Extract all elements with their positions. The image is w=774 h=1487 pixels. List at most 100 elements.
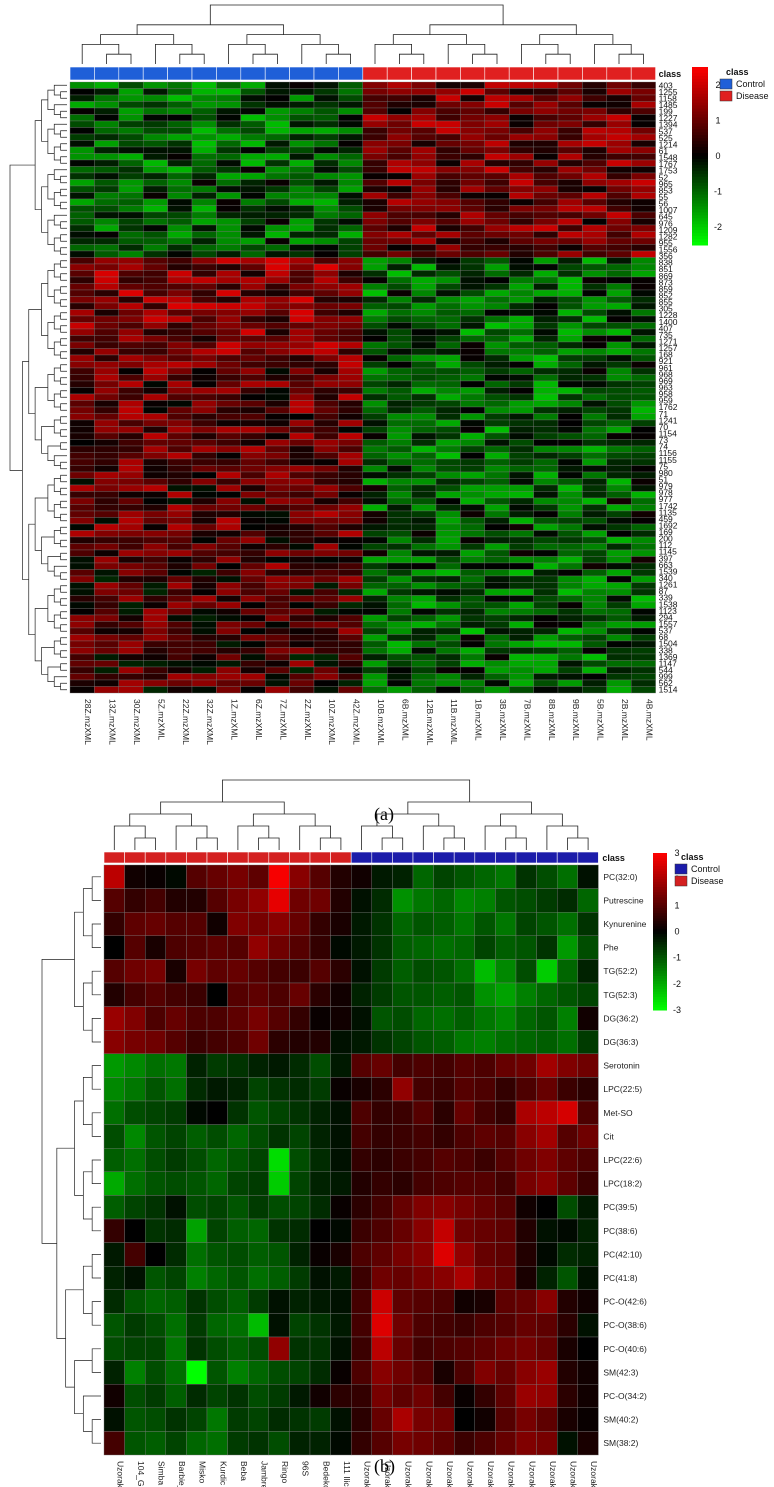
heatmap-cell bbox=[362, 263, 388, 271]
dendrogram-branch bbox=[47, 89, 55, 110]
heatmap-cell bbox=[143, 653, 168, 661]
heatmap-cell bbox=[94, 166, 119, 174]
heatmap-cell bbox=[191, 478, 217, 486]
heatmap-cell bbox=[313, 296, 339, 304]
heatmap-cell bbox=[216, 205, 241, 213]
heatmap-cell bbox=[191, 445, 217, 453]
heatmap-cell bbox=[265, 81, 290, 89]
heatmap-cell bbox=[69, 458, 95, 466]
heatmap-cell bbox=[240, 536, 266, 544]
heatmap-cell bbox=[167, 556, 193, 564]
heatmap-cell bbox=[606, 94, 632, 102]
heatmap-cell bbox=[240, 634, 266, 642]
heatmap-cell bbox=[533, 575, 559, 583]
row-label: 977 bbox=[659, 494, 673, 504]
heatmap-cell bbox=[265, 393, 290, 401]
colorbar-segment bbox=[653, 860, 667, 864]
heatmap-cell bbox=[362, 309, 388, 317]
heatmap-cell bbox=[509, 361, 534, 369]
heatmap-cell bbox=[387, 569, 412, 577]
heatmap-cell bbox=[167, 341, 193, 349]
heatmap-cell bbox=[265, 374, 290, 382]
heatmap-cell bbox=[191, 575, 217, 583]
heatmap-cell bbox=[167, 458, 193, 466]
heatmap-cell bbox=[515, 1006, 537, 1031]
heatmap-cell bbox=[509, 530, 534, 538]
heatmap-cell bbox=[268, 982, 290, 1007]
heatmap-cell bbox=[362, 237, 388, 245]
heatmap-cell bbox=[533, 231, 559, 239]
heatmap-cell bbox=[240, 159, 266, 167]
row-label: 1400 bbox=[659, 317, 678, 327]
heatmap-cell bbox=[606, 588, 632, 596]
heatmap-cell bbox=[557, 367, 583, 375]
heatmap-cell bbox=[206, 1383, 228, 1408]
heatmap-cell bbox=[392, 1171, 414, 1196]
heatmap-cell bbox=[460, 582, 485, 590]
heatmap-cell bbox=[191, 322, 217, 330]
heatmap-cell bbox=[338, 211, 363, 219]
heatmap-cell bbox=[216, 166, 241, 174]
heatmap-cell bbox=[362, 387, 388, 395]
class-bar-cell bbox=[411, 66, 437, 81]
heatmap-cell bbox=[435, 679, 461, 687]
heatmap-cell bbox=[289, 101, 315, 109]
heatmap-cell bbox=[536, 1124, 558, 1149]
heatmap-cell bbox=[582, 413, 607, 421]
heatmap-cell bbox=[509, 283, 534, 291]
heatmap-cell bbox=[509, 374, 534, 382]
heatmap-cell bbox=[411, 153, 437, 161]
heatmap-cell bbox=[533, 159, 559, 167]
heatmap-cell bbox=[338, 114, 363, 122]
heatmap-cell bbox=[557, 400, 583, 408]
heatmap-cell bbox=[557, 302, 583, 310]
heatmap-cell bbox=[118, 276, 144, 284]
heatmap-cell bbox=[265, 283, 290, 291]
heatmap-cell bbox=[411, 393, 437, 401]
heatmap-cell bbox=[606, 634, 632, 642]
heatmap-cell bbox=[557, 276, 583, 284]
colorbar-segment bbox=[653, 986, 667, 990]
heatmap-cell bbox=[631, 666, 656, 674]
heatmap-cell bbox=[103, 1029, 125, 1054]
heatmap-cell bbox=[165, 864, 187, 889]
heatmap-cell bbox=[435, 335, 461, 343]
colorbar-segment bbox=[692, 144, 708, 148]
heatmap-cell bbox=[216, 439, 241, 447]
heatmap-cell bbox=[240, 328, 266, 336]
dendrogram-branch bbox=[41, 647, 55, 675]
dendrogram-branch bbox=[91, 923, 101, 948]
heatmap-cell bbox=[435, 406, 461, 414]
heatmap-cell bbox=[143, 328, 168, 336]
heatmap-cell bbox=[460, 419, 485, 427]
heatmap-cell bbox=[495, 1147, 517, 1172]
heatmap-cell bbox=[392, 935, 414, 960]
dendrogram-branch bbox=[53, 237, 61, 252]
heatmap-cell bbox=[412, 1360, 434, 1385]
dendrogram-branch bbox=[113, 825, 146, 850]
heatmap-cell bbox=[557, 660, 583, 668]
heatmap-cell bbox=[240, 133, 266, 141]
colorbar-segment bbox=[653, 944, 667, 948]
heatmap-cell bbox=[268, 1100, 290, 1125]
dendrogram-branch bbox=[60, 624, 67, 632]
heatmap-cell bbox=[240, 146, 266, 154]
heatmap-cell bbox=[509, 497, 534, 505]
heatmap-cell bbox=[557, 237, 583, 245]
dendrogram-branch bbox=[41, 99, 48, 142]
heatmap-cell bbox=[606, 146, 632, 154]
heatmap-cell bbox=[94, 159, 119, 167]
heatmap-cell bbox=[533, 335, 559, 343]
heatmap-cell bbox=[606, 81, 632, 89]
heatmap-cell bbox=[313, 309, 339, 317]
heatmap-cell bbox=[557, 595, 583, 603]
heatmap-cell bbox=[362, 647, 388, 655]
heatmap-cell bbox=[216, 627, 241, 635]
class-bar-a bbox=[69, 66, 656, 81]
heatmap-cell bbox=[186, 1383, 208, 1408]
dendrogram-branch bbox=[60, 143, 67, 151]
row-label: 68 bbox=[659, 632, 669, 642]
heatmap-cell bbox=[495, 1006, 517, 1031]
heatmap-cell bbox=[191, 88, 217, 96]
heatmap-cell bbox=[309, 1077, 331, 1102]
